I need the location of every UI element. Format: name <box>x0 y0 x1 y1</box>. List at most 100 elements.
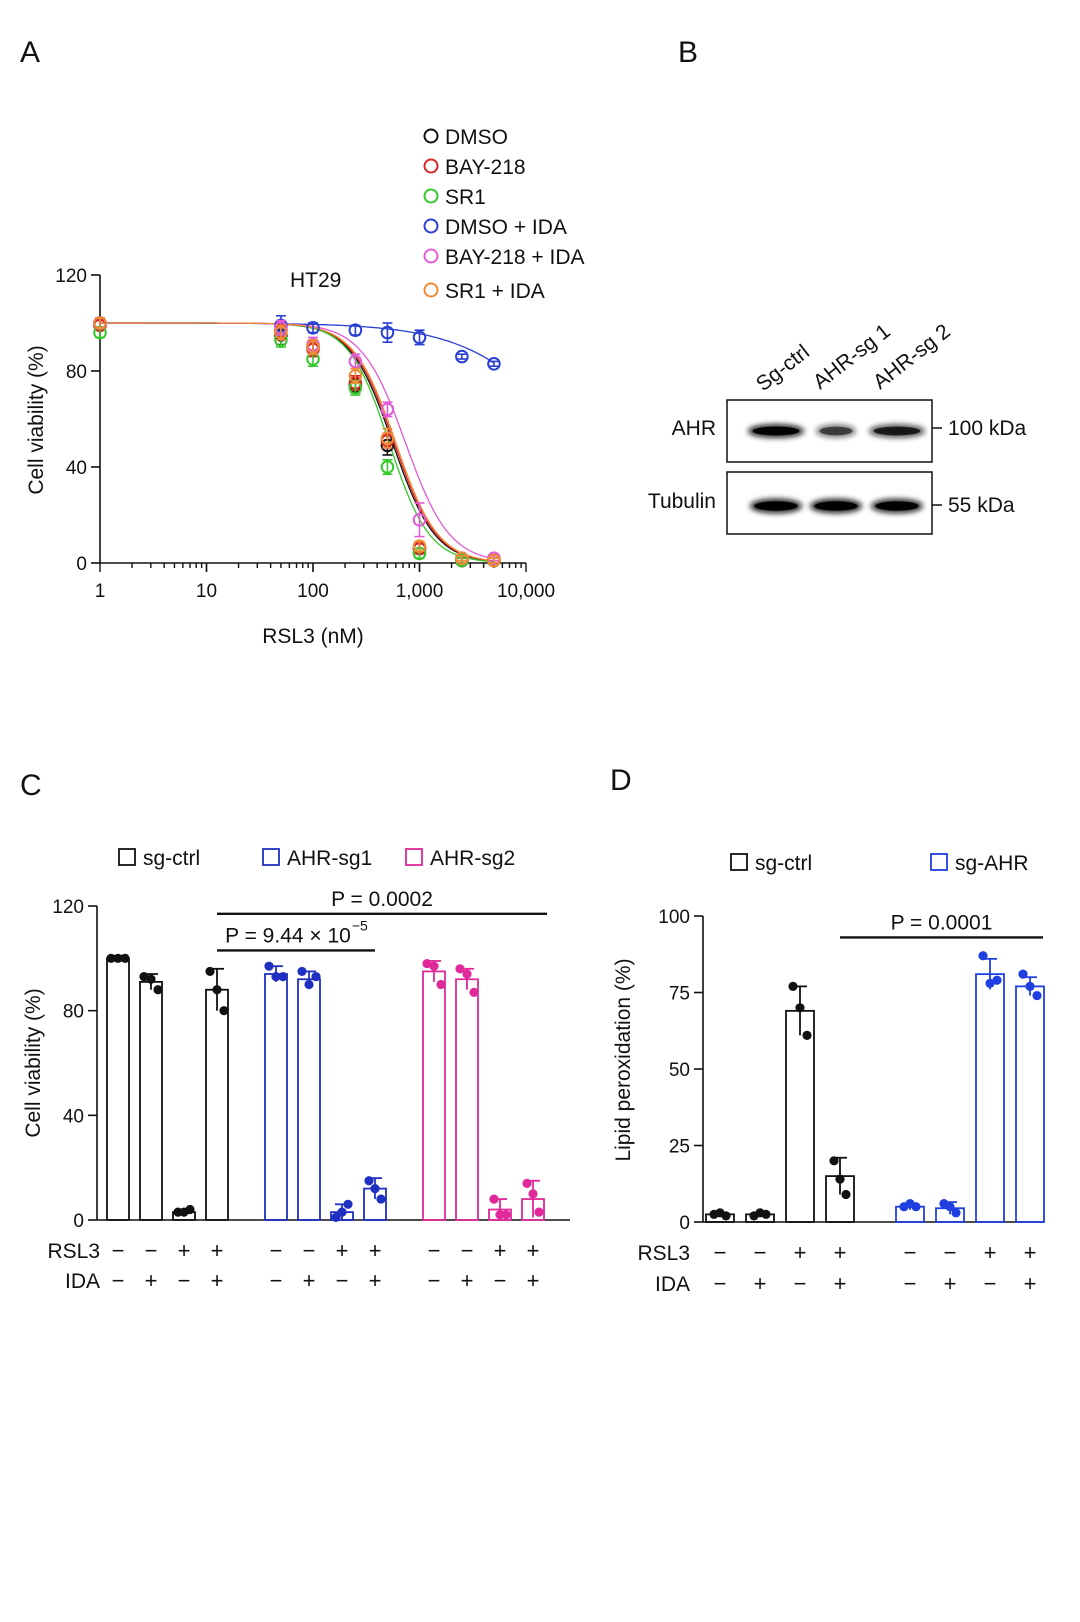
replicate-point <box>120 953 130 963</box>
blot-band-core <box>752 426 800 436</box>
blot-row-label-ahr: AHR <box>672 417 716 440</box>
replicate-point <box>1018 969 1028 979</box>
replicate-point <box>534 1207 544 1217</box>
replicate-point <box>304 979 314 990</box>
panel-label-d: D <box>610 764 632 797</box>
replicate-point <box>802 1030 812 1040</box>
replicate-point <box>522 1178 532 1188</box>
bar <box>139 980 163 1221</box>
legend-label: DMSO <box>445 126 508 149</box>
replicate-point <box>829 1156 839 1166</box>
data-point <box>93 316 107 330</box>
condition-sign: + <box>145 1268 158 1293</box>
legend-label: sg-ctrl <box>143 847 200 870</box>
panel-a-curves <box>100 322 495 563</box>
data-point <box>412 513 427 527</box>
condition-sign: − <box>336 1268 349 1293</box>
p-value-label: P = 0.0001 <box>891 911 993 934</box>
condition-sign: + <box>1024 1240 1037 1265</box>
fit-curve <box>100 322 494 562</box>
data-point <box>380 325 395 340</box>
y-tick-label: 100 <box>658 907 690 928</box>
replicate-point <box>331 1212 341 1222</box>
replicate-point <box>501 1210 511 1220</box>
blot-bands <box>748 424 925 513</box>
data-point <box>412 330 427 345</box>
condition-sign: + <box>336 1238 349 1263</box>
replicate-point <box>376 1194 386 1204</box>
fit-curve <box>100 322 495 364</box>
condition-sign: − <box>112 1238 125 1263</box>
panel-a-points <box>93 314 501 568</box>
condition-sign: − <box>794 1271 807 1296</box>
replicate-point <box>106 953 116 963</box>
condition-sign: + <box>369 1268 382 1293</box>
p-value-exponent: −5 <box>352 917 368 933</box>
replicate-point <box>278 972 288 982</box>
replicate-point <box>370 1184 380 1194</box>
condition-sign: + <box>834 1240 847 1265</box>
replicate-point <box>1025 981 1035 991</box>
replicate-point <box>721 1211 731 1221</box>
panel-c-bars <box>106 953 545 1222</box>
legend-marker <box>423 188 439 204</box>
blot-lane-labels: Sg-ctrl AHR-sg 1 AHR-sg 2 <box>752 320 955 396</box>
data-point <box>306 340 320 354</box>
replicate-point <box>835 1174 845 1184</box>
replicate-point <box>219 1006 229 1016</box>
condition-sign: − <box>944 1240 957 1265</box>
condition-sign: + <box>211 1238 224 1263</box>
replicate-point <box>429 961 439 971</box>
x-tick-label: 1 <box>95 581 106 602</box>
x-tick-label: 10 <box>196 581 217 602</box>
legend-marker <box>405 848 423 866</box>
blot-band-core <box>754 501 798 511</box>
panel-c-condition-table: RSL3− − + + − − + + − − + +IDA − + − + − + − + − + − + <box>47 1238 539 1293</box>
data-point <box>380 460 395 474</box>
condition-sign: + <box>794 1240 807 1265</box>
replicate-point <box>311 972 321 982</box>
y-tick-label: 120 <box>52 897 84 918</box>
condition-sign: − <box>904 1240 917 1265</box>
panel-c-legend: sg-ctrl AHR-sg1 AHR-sg2 <box>118 847 515 870</box>
data-point <box>487 357 501 371</box>
replicate-point <box>436 979 446 990</box>
panel-a-title: HT29 <box>290 269 341 292</box>
replicate-point <box>343 1199 353 1209</box>
y-tick-label: 120 <box>55 266 87 287</box>
replicate-point <box>422 958 432 969</box>
condition-sign: − <box>428 1238 441 1263</box>
replicate-point <box>205 966 215 977</box>
panel-d-condition-table: RSL3 − − + + − − + + IDA − + − + − + − + <box>637 1240 1036 1296</box>
condition-sign: − <box>270 1268 283 1293</box>
replicate-point <box>795 1003 805 1013</box>
y-tick-label: 40 <box>66 458 87 479</box>
fit-curve <box>100 322 495 560</box>
replicate-point <box>364 1176 374 1186</box>
condition-row-label: RSL3 <box>47 1240 100 1263</box>
data-point <box>455 349 469 364</box>
replicate-point <box>951 1208 961 1218</box>
panel-c-annotations: P = 0.0002 P = 9.44 × 10 −5 <box>217 888 547 952</box>
legend-label: SR1 <box>445 186 486 209</box>
replicate-point <box>788 981 798 991</box>
panel-c-ylabel: Cell viability (%) <box>22 988 45 1137</box>
data-point <box>348 369 363 383</box>
condition-sign: + <box>527 1268 540 1293</box>
bar <box>106 957 130 1221</box>
replicate-point <box>185 1204 195 1215</box>
panel-a-xlabel: RSL3 (nM) <box>262 625 364 648</box>
data-point <box>348 323 363 338</box>
bar <box>785 1009 815 1223</box>
condition-sign: + <box>984 1240 997 1265</box>
condition-sign: + <box>369 1238 382 1263</box>
condition-sign: + <box>178 1238 191 1263</box>
legend-marker <box>262 848 280 866</box>
data-point <box>455 551 469 566</box>
legend-marker <box>423 158 439 174</box>
p-value-label: P = 0.0002 <box>331 888 433 911</box>
replicate-point <box>528 1189 538 1199</box>
condition-sign: − <box>112 1268 125 1293</box>
